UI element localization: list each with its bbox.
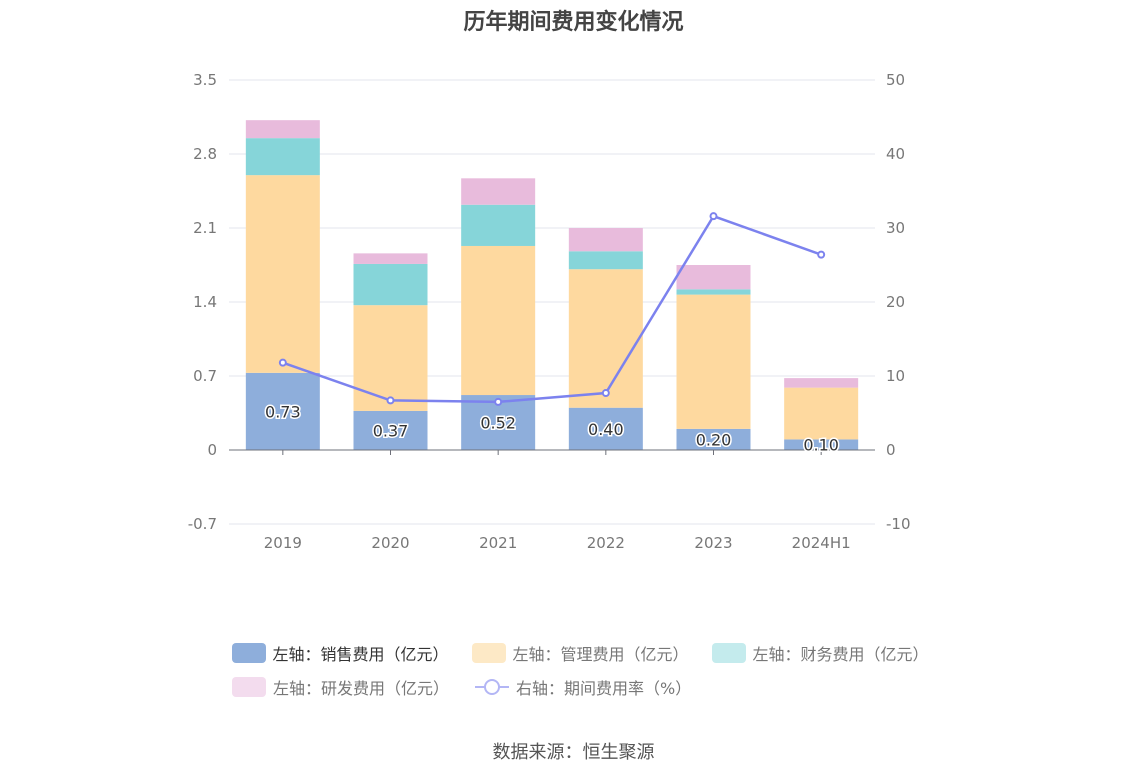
bar-segment-4 <box>245 120 320 139</box>
rate-point <box>709 212 718 221</box>
legend-label-admin: 左轴：管理费用（亿元） <box>512 645 689 664</box>
left-axis-tick-label: 0 <box>207 441 217 459</box>
right-axis-tick-label: 50 <box>886 71 905 89</box>
rate-line <box>282 214 822 404</box>
bar-data-label: 0.73 <box>265 402 301 421</box>
chart-title: 历年期间费用变化情况 <box>463 10 684 35</box>
bar-segment-3 <box>461 204 536 246</box>
legend: 左轴：销售费用（亿元） 左轴：管理费用（亿元） 左轴：财务费用（亿元） 左轴：研… <box>232 636 952 704</box>
legend-label-rate: 右轴：期间费用率（%） <box>516 679 692 698</box>
right-axis-tick-label: 40 <box>886 145 905 163</box>
legend-swatch-finance <box>712 643 746 663</box>
rate-point <box>386 396 395 405</box>
bar-data-label: 0.10 <box>803 436 839 455</box>
x-axis-tick-label: 2021 <box>479 534 517 552</box>
legend-row-1: 左轴：销售费用（亿元） 左轴：管理费用（亿元） 左轴：财务费用（亿元） <box>232 636 952 670</box>
bar-segment-2 <box>353 305 428 411</box>
bar-segment-2 <box>461 245 536 396</box>
legend-item-admin[interactable]: 左轴：管理费用（亿元） <box>472 641 689 665</box>
left-axis-tick-label: 2.8 <box>193 145 217 163</box>
bar-segment-3 <box>676 289 751 295</box>
bar-data-label: 0.37 <box>373 421 409 440</box>
bar-segment-2 <box>676 294 751 429</box>
rate-point <box>494 397 503 406</box>
bar-data-label: 0.52 <box>480 414 516 433</box>
legend-label-sales: 左轴：销售费用（亿元） <box>272 645 449 664</box>
right-axis-tick-label: 20 <box>886 293 905 311</box>
bar-segment-1 <box>245 372 320 450</box>
bar-segment-4 <box>568 228 643 252</box>
left-axis-tick-label: -0.7 <box>188 515 217 533</box>
left-axis-tick-label: 0.7 <box>193 367 217 385</box>
data-source: 数据来源：恒生聚源 <box>492 742 655 763</box>
bar-segment-4 <box>353 253 428 264</box>
bar-segment-1 <box>676 428 751 450</box>
rate-point <box>601 389 610 398</box>
legend-label-finance: 左轴：财务费用（亿元） <box>752 645 929 664</box>
legend-swatch-sales <box>232 643 266 663</box>
legend-item-rnd[interactable]: 左轴：研发费用（亿元） <box>232 675 449 699</box>
legend-item-finance[interactable]: 左轴：财务费用（亿元） <box>712 641 929 665</box>
legend-label-rnd: 左轴：研发费用（亿元） <box>273 679 450 698</box>
bar-segment-1 <box>784 439 859 450</box>
bar-segment-4 <box>676 265 751 290</box>
rate-point <box>278 358 287 367</box>
legend-row-2: 左轴：研发费用（亿元） 右轴：期间费用率（%） <box>232 670 952 704</box>
bar-segment-1 <box>568 407 643 450</box>
x-axis-tick-label: 2023 <box>694 534 732 552</box>
right-axis-tick-label: 30 <box>886 219 905 237</box>
rate-point <box>817 250 826 259</box>
left-axis-tick-label: 1.4 <box>193 293 217 311</box>
chart-canvas: 3.5 2.8 2.1 1.4 0.7 0 -0.7 50 40 30 20 10 0 -10 2019 20… <box>188 71 911 552</box>
left-axis-tick-label: 3.5 <box>193 71 217 89</box>
legend-item-sales[interactable]: 左轴：销售费用（亿元） <box>232 641 449 665</box>
x-axis-tick-label: 2024H1 <box>792 534 851 552</box>
x-axis-tick-label: 2019 <box>264 534 302 552</box>
right-axis-tick-label: -10 <box>886 515 911 533</box>
x-axis-tick-label: 2020 <box>371 534 409 552</box>
right-axis-tick-label: 10 <box>886 367 905 385</box>
bar-segment-3 <box>568 251 643 270</box>
bar-segment-2 <box>245 175 320 373</box>
bar-segment-2 <box>784 387 859 440</box>
bar-segment-3 <box>245 138 320 176</box>
bar-segment-4 <box>461 178 536 205</box>
bar-segment-2 <box>568 269 643 408</box>
legend-swatch-admin <box>472 643 506 663</box>
left-axis-tick-label: 2.1 <box>193 219 217 237</box>
legend-swatch-rnd <box>232 677 266 697</box>
circle-marker-icon <box>475 679 510 695</box>
x-axis-tick-label: 2022 <box>587 534 625 552</box>
bar-segment-4 <box>784 378 859 388</box>
bar-data-label: 0.20 <box>696 430 732 449</box>
bar-segment-1 <box>353 410 428 450</box>
legend-item-rate[interactable]: 右轴：期间费用率（%） <box>475 675 691 699</box>
right-axis-tick-label: 0 <box>886 441 896 459</box>
bar-segment-3 <box>353 263 428 306</box>
bar-data-label: 0.40 <box>588 420 624 439</box>
